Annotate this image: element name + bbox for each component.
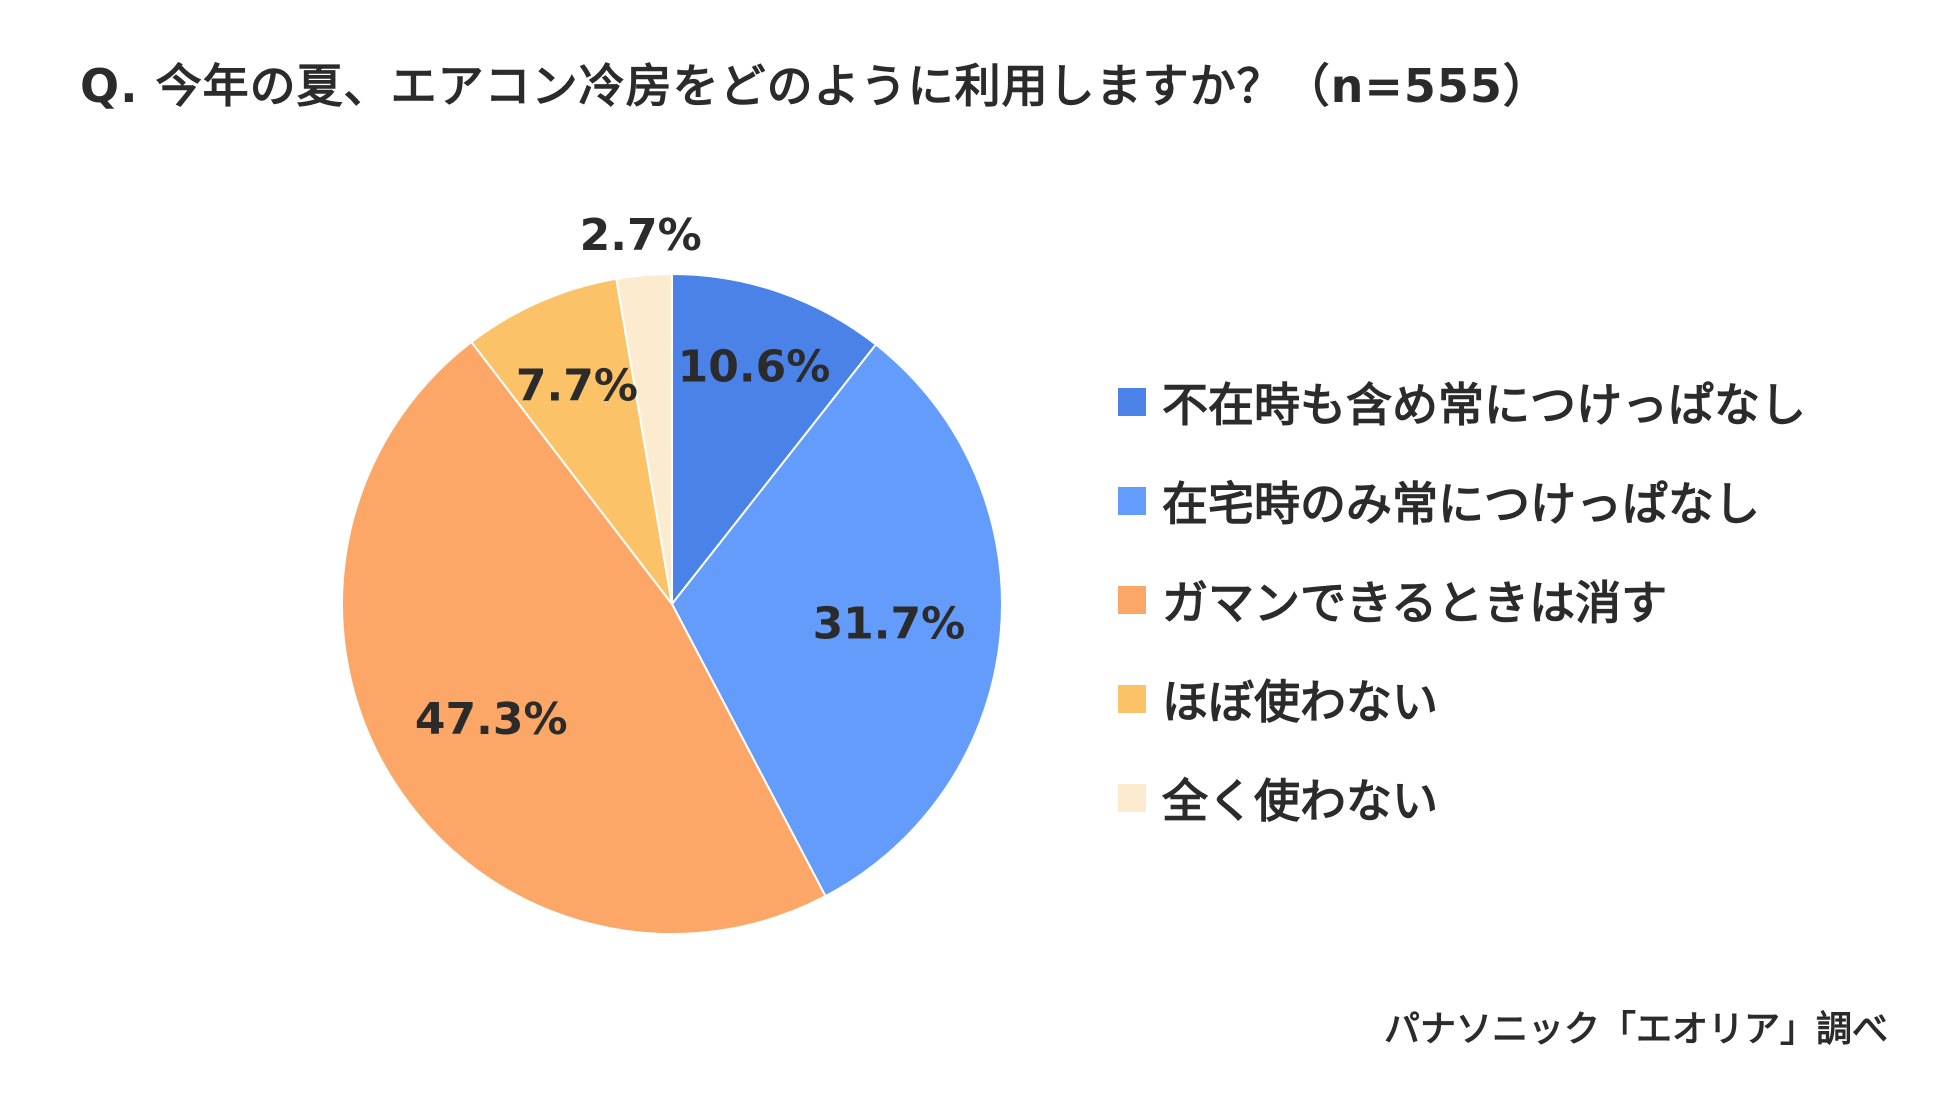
pie-data-label-3: 7.7% <box>516 361 638 412</box>
pie-data-label-0: 10.6% <box>678 341 831 392</box>
pie-slice-1 <box>670 343 1003 898</box>
source-credit: パナソニック「エオリア」調べ <box>1383 1009 1888 1050</box>
legend-swatch <box>1118 387 1146 416</box>
legend-swatch <box>1118 486 1146 515</box>
pie-data-label-4: 2.7% <box>580 210 702 261</box>
legend-item-2: ガマンできるときは消す <box>1118 550 1806 649</box>
pie-slice-2 <box>341 340 827 935</box>
legend-item-4: 全く使わない <box>1118 748 1806 847</box>
legend-label: ガマンできるときは消す <box>1162 575 1668 630</box>
chart-title: Q. 今年の夏、エアコン冷房をどのように利用しますか？（n=555） <box>80 59 1550 113</box>
pie-slice-4 <box>615 272 673 605</box>
legend-label: ほぼ使わない <box>1162 674 1438 729</box>
legend-swatch <box>1118 684 1146 713</box>
pie-labels: 10.6% 31.7% 47.3% 7.7% 2.7% <box>415 210 965 745</box>
legend-label: 不在時も含め常につけっぱなし <box>1162 377 1806 432</box>
legend-label: 全く使わない <box>1162 773 1438 828</box>
legend-item-1: 在宅時のみ常につけっぱなし <box>1118 451 1806 550</box>
legend-swatch <box>1118 585 1146 614</box>
legend-item-0: 不在時も含め常につけっぱなし <box>1118 352 1806 451</box>
legend-swatch <box>1118 783 1146 812</box>
pie-slices <box>341 272 1003 935</box>
pie-data-label-1: 31.7% <box>813 598 966 649</box>
legend-item-3: ほぼ使わない <box>1118 649 1806 748</box>
legend: 不在時も含め常につけっぱなし 在宅時のみ常につけっぱなし ガマンできるときは消す… <box>1118 352 1806 847</box>
pie-slice-3 <box>469 277 673 605</box>
legend-label: 在宅時のみ常につけっぱなし <box>1162 476 1760 531</box>
pie-data-label-2: 47.3% <box>415 694 568 745</box>
pie-slice-0 <box>671 272 878 607</box>
